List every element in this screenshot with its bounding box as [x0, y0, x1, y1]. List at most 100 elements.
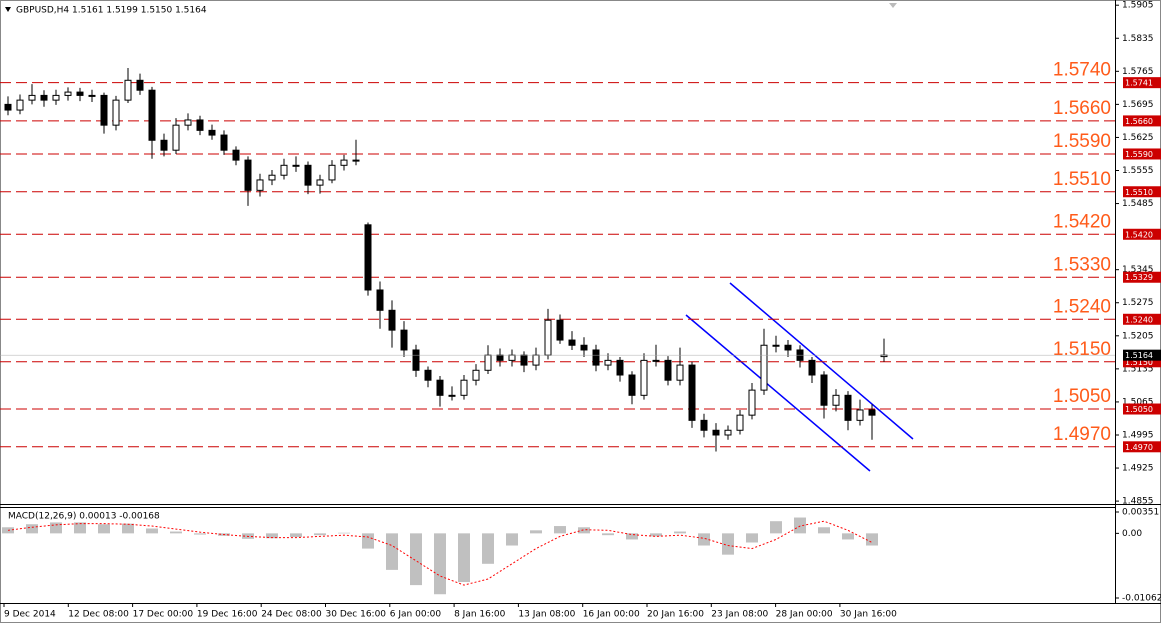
x-tick-label: 9 Dec 2014 — [4, 610, 56, 620]
level-tag — [1123, 403, 1161, 415]
macd-bar — [866, 533, 878, 546]
candle-body — [424, 369, 432, 381]
y-tick-label: 1.5905 — [1122, 1, 1154, 11]
macd-bar — [146, 528, 158, 534]
y-tick-label: 1.4995 — [1122, 430, 1154, 440]
y-tick-label: 1.5695 — [1122, 100, 1154, 110]
level-annotation: 1.5240 — [1053, 296, 1111, 317]
macd-bar — [266, 533, 278, 539]
candle-body — [196, 119, 204, 131]
header-text: GBPUSD,H4 1.5161 1.5199 1.5150 1.5164 — [16, 6, 207, 16]
y-tick-label: 1.5135 — [1122, 364, 1154, 374]
x-tick-label: 13 Jan 08:00 — [518, 610, 575, 620]
candle-body — [580, 344, 588, 351]
macd-bar — [578, 527, 590, 534]
candle-body — [124, 79, 132, 101]
y-tick-label: 1.5835 — [1122, 34, 1154, 44]
candle-body — [400, 329, 408, 351]
macd-bar — [626, 533, 638, 540]
menu-arrow[interactable] — [5, 7, 11, 12]
candle-body — [316, 179, 324, 186]
candle-body — [328, 164, 336, 181]
candle-body — [148, 89, 156, 141]
level-annotation: 1.5510 — [1053, 169, 1111, 190]
candle-body — [136, 79, 144, 91]
candle-body — [280, 164, 288, 176]
x-tick-label: 17 Dec 00:00 — [133, 610, 194, 620]
candle-body — [472, 369, 480, 381]
x-tick-label: 20 Jan 16:00 — [647, 610, 704, 620]
candle-body — [388, 309, 396, 331]
candle-body — [76, 91, 84, 96]
candle-body — [664, 359, 672, 381]
candle-body — [352, 159, 360, 162]
candle-body — [436, 379, 444, 396]
macd-bar — [194, 533, 206, 535]
candle-body — [640, 359, 648, 396]
y-tick-label: 1.5625 — [1122, 133, 1154, 143]
candle-body — [184, 119, 192, 126]
candle-body — [724, 429, 732, 436]
candle-body — [532, 354, 540, 366]
level-tag — [1123, 441, 1161, 453]
candle-body — [292, 164, 300, 167]
candle-body — [88, 94, 96, 97]
level-tag — [1123, 313, 1161, 325]
y-tick-label: 1.4855 — [1122, 497, 1154, 507]
macd-bar — [698, 533, 710, 546]
macd-bar — [554, 526, 566, 534]
x-tick-label: 19 Dec 16:00 — [197, 610, 258, 620]
candle-body — [52, 94, 60, 101]
y-tick-label: 0.00351 — [1122, 507, 1159, 517]
macd-bar — [122, 523, 134, 534]
level-tag — [1123, 228, 1161, 240]
macd-bar — [338, 532, 350, 534]
level-tag — [1123, 115, 1161, 127]
level-tag — [1123, 77, 1161, 89]
level-annotation: 1.5420 — [1053, 211, 1111, 232]
candle-body — [484, 354, 492, 371]
macd-bar — [746, 533, 758, 543]
candle-body — [772, 344, 780, 347]
channel-line — [729, 282, 914, 440]
candle-body — [232, 149, 240, 161]
macd-bar — [290, 533, 302, 538]
candle-body — [856, 409, 864, 421]
last-price-tag — [1123, 349, 1161, 361]
level-annotation: 1.5660 — [1053, 98, 1111, 119]
candle-body — [868, 409, 876, 416]
level-tag — [1123, 148, 1161, 160]
x-tick-label: 8 Jan 16:00 — [454, 610, 506, 620]
macd-bar — [98, 524, 110, 534]
y-tick-label: 1.5345 — [1122, 265, 1154, 275]
candle-body — [100, 94, 108, 126]
candle-body — [340, 159, 348, 166]
candle-body — [784, 344, 792, 351]
level-tag-label: 1.5150 — [1125, 358, 1153, 367]
candle-body — [808, 359, 816, 376]
y-tick-label: 1.5275 — [1122, 298, 1154, 308]
candle-body — [520, 354, 528, 366]
macd-bar — [170, 531, 182, 534]
candle-body — [736, 414, 744, 431]
candle-body — [304, 164, 312, 186]
level-annotation: 1.5590 — [1053, 131, 1111, 152]
x-tick-label: 28 Jan 00:00 — [776, 610, 833, 620]
macd-bar — [26, 524, 38, 534]
candle-body — [712, 429, 720, 436]
macd-bar — [434, 533, 446, 595]
level-tag-label: 1.5660 — [1125, 117, 1153, 126]
macd-title: MACD(12,26,9) 0.00013 -0.00168 — [8, 512, 160, 522]
y-tick-label: 0.00 — [1122, 529, 1142, 539]
candle-body — [592, 349, 600, 366]
macd-bar — [362, 533, 374, 549]
level-annotation: 1.5150 — [1053, 339, 1111, 360]
candle-body — [460, 379, 468, 396]
level-tag-label: 1.5741 — [1125, 79, 1153, 88]
candle-body — [244, 159, 252, 191]
macd-bar — [794, 517, 806, 534]
x-tick-label: 6 Jan 00:00 — [390, 610, 442, 620]
